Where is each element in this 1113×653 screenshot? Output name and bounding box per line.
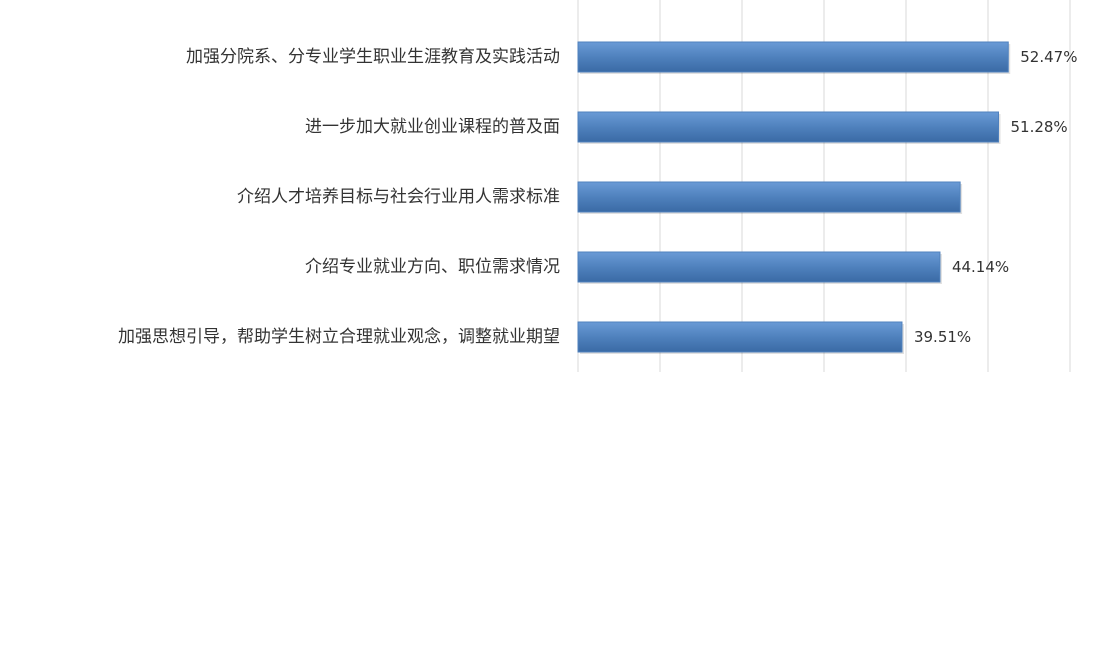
value-label: 44.14%: [951, 258, 1010, 276]
bar: [577, 41, 1009, 73]
value-label: 52.47%: [1020, 48, 1078, 66]
category-label: 进一步加大就业创业课程的普及面: [305, 117, 560, 137]
bar: [577, 251, 941, 283]
category-label: 加强思想引导，帮助学生树立合理就业观念，调整就业期望: [118, 327, 560, 347]
category-label: 加强分院系、分专业学生职业生涯教育及实践活动: [186, 47, 560, 67]
bar: [577, 111, 999, 143]
bar: [577, 321, 903, 353]
value-label: 39.51%: [913, 328, 972, 346]
value-label: 51.28%: [1010, 118, 1068, 136]
bar: [577, 181, 961, 213]
category-label: 介绍专业就业方向、职位需求情况: [305, 257, 560, 277]
category-label: 介绍人才培养目标与社会行业用人需求标准: [237, 187, 560, 207]
